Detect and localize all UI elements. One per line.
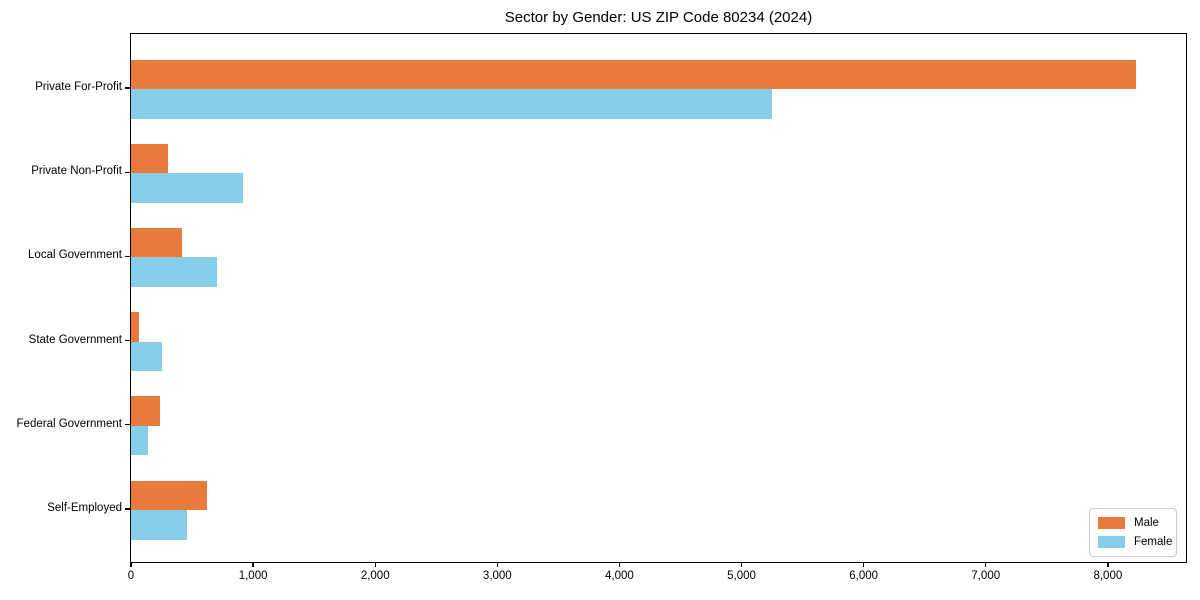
bar-female-3: [131, 257, 217, 287]
x-tick-label: 5,000: [727, 570, 756, 582]
legend-swatch-male: [1098, 517, 1125, 529]
x-tick-mark: [740, 562, 743, 568]
x-tick-mark: [618, 562, 621, 568]
legend-entry-female: Female: [1098, 534, 1172, 550]
y-tick-mark: [125, 339, 130, 342]
bar-female-5: [131, 425, 148, 456]
legend-label: Female: [1134, 536, 1173, 548]
bar-male-4: [131, 312, 139, 342]
y-tick-mark: [125, 424, 130, 426]
x-tick-mark: [130, 562, 132, 568]
x-tick-mark: [862, 562, 865, 568]
bar-male-2: [131, 143, 169, 174]
y-tick-mark: [125, 255, 130, 258]
x-tick-mark: [252, 562, 254, 568]
y-tick-label: State Government: [28, 333, 122, 346]
x-tick-label: 1,000: [238, 570, 268, 582]
legend-label: Male: [1134, 517, 1159, 529]
x-tick-label: 3,000: [482, 570, 512, 582]
x-tick-label: 2,000: [360, 570, 390, 582]
bar-female-4: [131, 341, 162, 372]
legend: Male Female: [1089, 508, 1177, 557]
legend-entry-male: Male: [1098, 515, 1168, 531]
bar-female-2: [131, 173, 244, 203]
bar-male-6: [131, 480, 208, 510]
x-tick-label: 0: [127, 570, 135, 582]
x-tick-label: 6,000: [849, 570, 879, 582]
y-tick-mark: [125, 87, 130, 89]
x-tick-label: 4,000: [605, 570, 634, 582]
x-tick-mark: [374, 562, 376, 568]
bar-male-5: [131, 396, 160, 426]
x-tick-mark: [1107, 562, 1109, 568]
y-tick-label: Local Government: [28, 249, 122, 262]
legend-rows: Male Female: [1098, 515, 1172, 550]
x-tick-mark: [496, 562, 498, 568]
y-tick-label: Self-Employed: [47, 502, 122, 514]
y-tick-label: Federal Government: [16, 417, 122, 430]
x-tick-mark: [985, 562, 987, 568]
bar-male-3: [131, 227, 183, 258]
chart-title: Sector by Gender: US ZIP Code 80234 (202…: [504, 9, 813, 26]
y-tick-label: Private For-Profit: [35, 81, 122, 93]
x-tick-label: 8,000: [1093, 570, 1123, 582]
bar-male-1: [131, 59, 1136, 89]
y-tick-mark: [125, 508, 130, 510]
legend-swatch-female: [1098, 536, 1125, 548]
plot-area: [130, 33, 1187, 563]
y-tick-label: Private Non-Profit: [31, 165, 122, 178]
y-tick-mark: [125, 171, 130, 173]
x-tick-label: 7,000: [971, 570, 1001, 582]
bar-female-1: [131, 89, 773, 119]
bar-female-6: [131, 510, 188, 540]
